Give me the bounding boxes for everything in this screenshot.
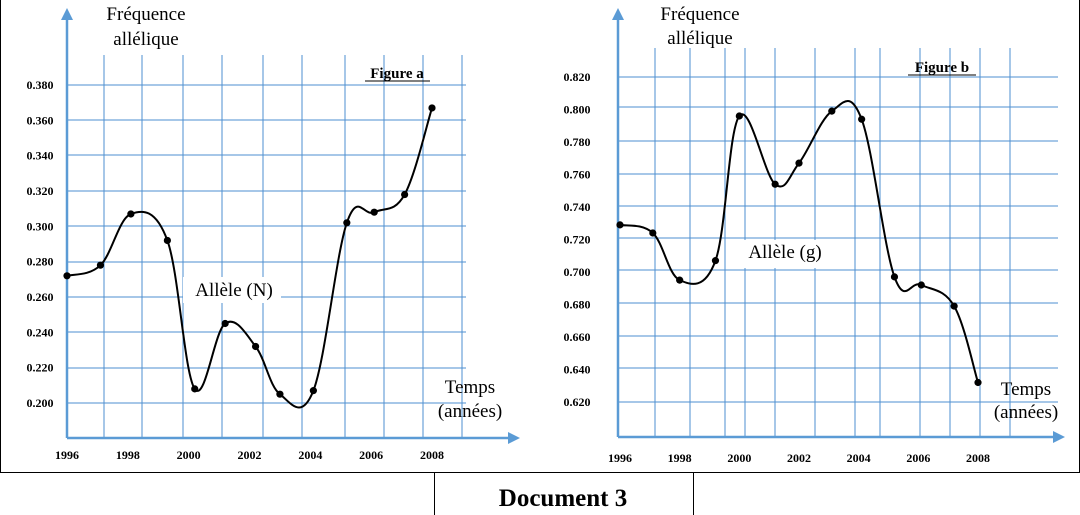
y-tick-label: 0.760	[564, 168, 591, 182]
data-point	[649, 229, 657, 237]
y-tick-label: 0.820	[564, 70, 591, 84]
y-tick-label: 0.700	[564, 265, 591, 279]
y-tick-label: 0.200	[27, 396, 54, 410]
y-tick-label: 0.780	[564, 135, 591, 149]
x-tick-label: 1996	[55, 448, 79, 462]
chart-figure-a: 0.200 0.220 0.240 0.260 0.280 0.300 0.320 0.340…	[27, 4, 520, 462]
series-label-background	[738, 240, 834, 268]
data-point	[711, 257, 720, 265]
data-point	[735, 112, 743, 120]
data-point	[163, 236, 171, 245]
y-tick-label: 0.800	[564, 103, 591, 117]
y-tick-label: 0.280	[27, 255, 54, 269]
data-point	[616, 221, 624, 229]
x-tick-label: 2008	[420, 448, 444, 462]
data-point	[63, 272, 71, 280]
y-tick-label: 0.720	[564, 233, 591, 247]
y-tick-label: 0.740	[564, 200, 591, 214]
data-point	[309, 387, 317, 395]
y-axis-label-line-2: allélique	[667, 28, 732, 49]
y-tick-label: 0.300	[27, 219, 54, 233]
x-tick-label: 2000	[727, 451, 751, 465]
figure-title: Figure a	[370, 66, 424, 82]
data-point	[428, 104, 436, 112]
data-point	[858, 115, 866, 123]
y-tick-label: 0.660	[564, 330, 591, 344]
series-label: Allèle (g)	[748, 242, 821, 263]
x-axis-label-line-1: Temps	[1001, 379, 1051, 400]
data-point	[401, 190, 409, 199]
y-tick-label: 0.620	[564, 395, 591, 409]
series-line	[66, 107, 433, 409]
y-tick-label: 0.260	[27, 290, 54, 304]
y-axis-label-line-2: allélique	[113, 29, 178, 50]
data-point	[676, 276, 684, 284]
data-point	[343, 219, 351, 227]
data-point	[890, 273, 899, 281]
chart-figure-b: 0.620 0.640 0.660 0.680 0.700 0.720 0.740 0.760…	[564, 4, 1065, 465]
series-label: Allèle (N)	[195, 280, 273, 301]
data-point	[221, 319, 229, 328]
x-tick-label: 2006	[359, 448, 383, 462]
x-axis-arrow	[508, 432, 520, 444]
data-point	[974, 378, 982, 387]
data-point	[370, 208, 378, 216]
y-axis-arrow	[612, 8, 624, 20]
x-axis-arrow	[1053, 431, 1065, 443]
x-tick-label: 1996	[608, 451, 632, 465]
data-point	[771, 180, 779, 188]
data-point	[127, 210, 135, 218]
data-point	[795, 159, 803, 167]
x-tick-label: 2008	[966, 451, 990, 465]
x-axis-label-line-2: (années)	[994, 402, 1058, 423]
grid	[67, 55, 466, 438]
x-axis-label-line-1: Temps	[445, 377, 495, 398]
x-tick-label: 2004	[298, 448, 322, 462]
y-tick-label: 0.320	[27, 184, 54, 198]
y-tick-label: 0.640	[564, 363, 591, 377]
y-tick-label: 0.360	[27, 113, 54, 127]
series-label-background	[183, 277, 281, 303]
y-tick-label: 0.380	[27, 78, 54, 92]
x-tick-label: 2006	[906, 451, 930, 465]
data-point	[251, 342, 260, 351]
data-point	[950, 302, 958, 310]
data-point	[191, 385, 199, 393]
y-tick-label: 0.340	[27, 149, 54, 163]
x-tick-label: 2002	[787, 451, 811, 465]
data-point	[917, 281, 925, 289]
y-axis-label-line-1: Fréquence	[106, 4, 185, 25]
grid	[618, 48, 1058, 437]
x-tick-label: 2000	[177, 448, 201, 462]
y-axis-arrow	[61, 8, 73, 20]
y-axis-label-line-1: Fréquence	[660, 4, 739, 25]
data-point	[276, 390, 284, 398]
x-axis-label-line-2: (années)	[438, 401, 502, 422]
x-tick-label: 2004	[847, 451, 871, 465]
data-point	[828, 107, 836, 115]
y-tick-label: 0.680	[564, 298, 591, 312]
y-tick-label: 0.220	[27, 361, 54, 375]
document-label: Document 3	[499, 485, 627, 512]
x-tick-label: 1998	[116, 448, 140, 462]
data-point	[96, 261, 105, 269]
figure-title: Figure b	[915, 60, 969, 76]
x-tick-label: 2002	[238, 448, 262, 462]
y-tick-label: 0.240	[27, 325, 54, 339]
x-tick-label: 1998	[668, 451, 692, 465]
